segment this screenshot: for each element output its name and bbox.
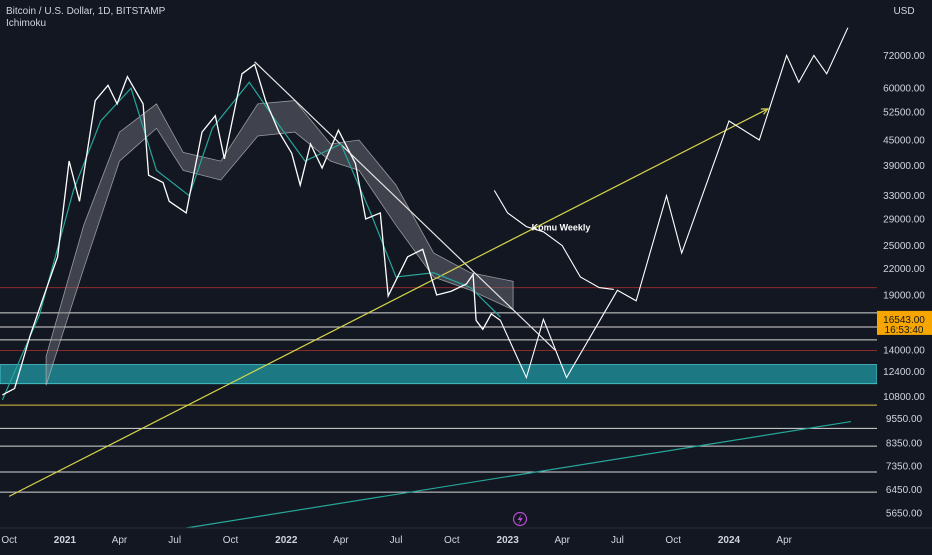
y-tick-label: 72000.00 — [883, 51, 925, 62]
x-tick-label: Oct — [444, 535, 460, 546]
lightning-glyph — [517, 514, 523, 525]
y-tick-label: 6450.00 — [886, 485, 923, 496]
y-tick-label: 33000.00 — [883, 191, 925, 202]
trendlines-layer — [8, 61, 852, 529]
y-tick-label: 25000.00 — [883, 241, 925, 252]
x-tick-label: Oct — [665, 535, 681, 546]
x-tick-label: Apr — [554, 535, 570, 546]
yellow-arrow-head — [760, 108, 770, 115]
x-tick-label: Apr — [112, 535, 128, 546]
x-tick-label: Oct — [1, 535, 17, 546]
bar-countdown: 16:53:40 — [885, 325, 924, 336]
y-tick-label: 14000.00 — [883, 345, 925, 356]
y-tick-label: 9550.00 — [886, 414, 923, 425]
x-tick-label: 2022 — [275, 535, 298, 546]
last-price-badge[interactable] — [877, 310, 932, 335]
x-tick-label: 2023 — [497, 535, 520, 546]
y-tick-label: 12400.00 — [883, 367, 925, 378]
y-tick-label: 10800.00 — [883, 392, 925, 403]
time-axis[interactable] — [0, 528, 932, 550]
x-tick-label: Apr — [776, 535, 792, 546]
x-tick-label: Jul — [390, 535, 403, 546]
annotation-komu-weekly[interactable]: Komu Weekly — [532, 222, 591, 232]
symbol-title: Bitcoin / U.S. Dollar, 1D, BITSTAMP — [6, 6, 166, 17]
y-tick-label: 7350.00 — [886, 461, 923, 472]
x-tick-label: 2021 — [54, 535, 77, 546]
y-tick-label: 45000.00 — [883, 135, 925, 146]
series-layer — [1, 27, 849, 401]
y-tick-label: 29000.00 — [883, 214, 925, 225]
trendline-yellow-rising[interactable] — [8, 108, 769, 497]
x-tick-label: 2024 — [718, 535, 741, 546]
x-tick-label: Jul — [168, 535, 181, 546]
price-line[interactable] — [2, 63, 501, 396]
projection-path[interactable] — [499, 27, 849, 380]
x-tick-label: Jul — [611, 535, 624, 546]
komu-weekly-curve[interactable] — [493, 190, 614, 290]
support-zone[interactable] — [0, 364, 878, 385]
y-tick-label: 60000.00 — [883, 84, 925, 95]
y-tick-label: 52500.00 — [883, 108, 925, 119]
trendline-green-rising[interactable] — [186, 420, 852, 529]
tenkan-line — [1, 81, 501, 401]
annotation-layer: Komu Weekly — [532, 222, 591, 232]
x-tick-label: Apr — [333, 535, 349, 546]
price-axis-unit: USD — [893, 6, 914, 17]
price-axis[interactable] — [877, 0, 932, 550]
chart-header: Bitcoin / U.S. Dollar, 1D, BITSTAMP Ichi… — [6, 6, 165, 30]
horizontal-levels-layer — [0, 287, 877, 493]
trendline-descending[interactable] — [254, 61, 556, 351]
y-tick-label: 8350.00 — [886, 438, 923, 449]
y-tick-label: 22000.00 — [883, 264, 925, 275]
y-tick-label: 5650.00 — [886, 509, 923, 520]
lightning-icon[interactable] — [512, 511, 528, 527]
last-price-value: 16543.00 — [883, 315, 925, 326]
indicator-label: Ichimoku — [6, 18, 47, 29]
y-tick-label: 39000.00 — [883, 161, 925, 172]
y-tick-label: 19000.00 — [883, 290, 925, 301]
x-tick-label: Oct — [223, 535, 239, 546]
